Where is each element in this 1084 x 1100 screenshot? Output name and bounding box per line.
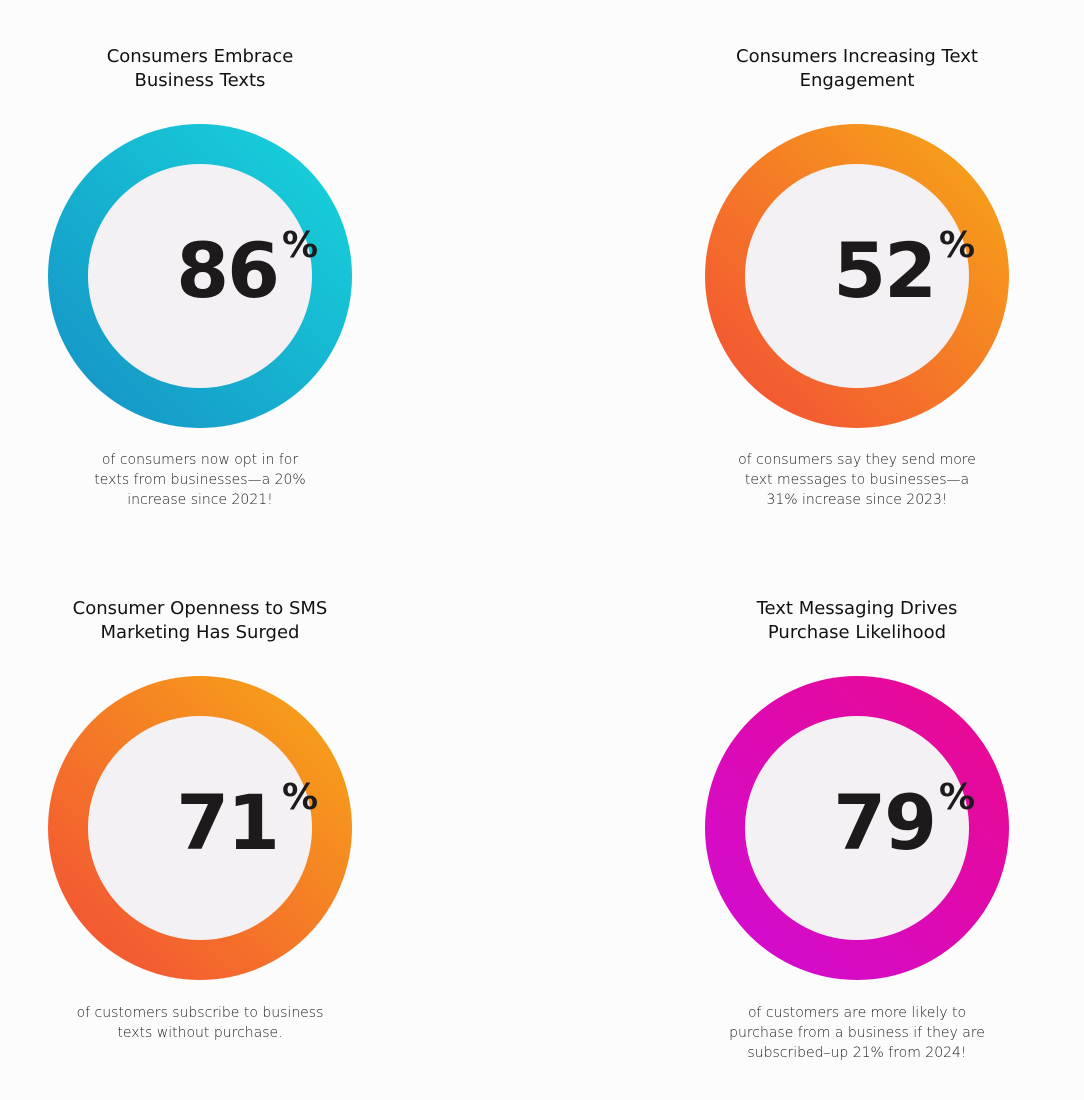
stat-card-engagement: Consumers Increasing Text Engagement 52 … bbox=[687, 45, 1027, 565]
stat-ring-center: 71 % bbox=[88, 716, 318, 940]
stat-ring: 52 % bbox=[705, 124, 1009, 428]
stat-title: Text Messaging Drives Purchase Likelihoo… bbox=[756, 598, 958, 643]
stat-value: 86 bbox=[176, 226, 280, 315]
stat-value: 52 bbox=[833, 226, 937, 315]
stat-unit: % bbox=[939, 777, 976, 818]
stat-unit: % bbox=[282, 225, 319, 266]
stat-ring-center: 79 % bbox=[745, 716, 975, 940]
stat-description: of customers subscribe to business texts… bbox=[76, 1005, 324, 1041]
stat-ring-center: 86 % bbox=[88, 164, 318, 388]
stat-description: of consumers now opt in for texts from b… bbox=[94, 452, 306, 508]
stat-ring: 71 % bbox=[48, 676, 352, 980]
stat-ring-center: 52 % bbox=[745, 164, 975, 388]
stat-value: 71 bbox=[176, 778, 280, 867]
stat-title: Consumers Embrace Business Texts bbox=[106, 46, 294, 91]
stat-card-purchase-likelihood: Text Messaging Drives Purchase Likelihoo… bbox=[687, 597, 1027, 1100]
stat-ring: 86 % bbox=[48, 124, 352, 428]
stat-unit: % bbox=[282, 777, 319, 818]
stat-description: of customers are more likely to purchase… bbox=[729, 1005, 985, 1061]
stat-value: 79 bbox=[833, 778, 937, 867]
stat-description: of consumers say they send more text mes… bbox=[738, 452, 976, 508]
stat-card-opt-in: Consumers Embrace Business Texts 86 % of… bbox=[30, 45, 370, 565]
stat-ring: 79 % bbox=[705, 676, 1009, 980]
stat-unit: % bbox=[939, 225, 976, 266]
stat-card-sms-openness: Consumer Openness to SMS Marketing Has S… bbox=[30, 597, 370, 1100]
stat-title: Consumers Increasing Text Engagement bbox=[736, 46, 978, 91]
stat-title: Consumer Openness to SMS Marketing Has S… bbox=[72, 598, 328, 643]
